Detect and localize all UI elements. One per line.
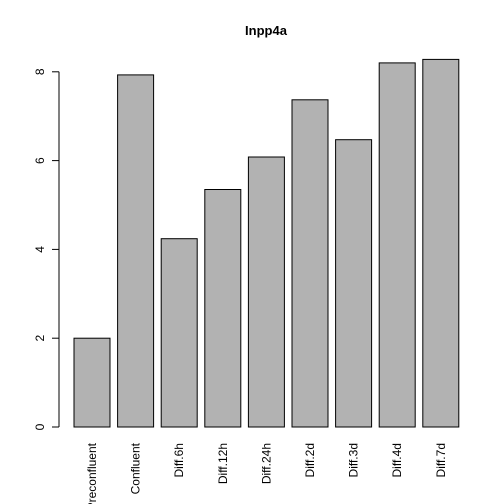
- x-tick-label: Diff.24h: [259, 443, 273, 484]
- x-axis-labels: Preconfluent Confluent Diff.6h Diff.12h Diff…: [85, 442, 448, 504]
- bars-group: [73, 58, 460, 428]
- bar-diff-3d: [335, 139, 373, 428]
- y-tick-label: 0: [33, 423, 47, 430]
- y-tick-label: 8: [33, 68, 47, 75]
- bar-diff-6h: [160, 238, 198, 428]
- bar-diff-4d: [378, 62, 416, 428]
- x-tick-label: Diff.3d: [347, 443, 361, 477]
- bar-confluent: [117, 74, 155, 428]
- x-tick-label: Diff.7d: [434, 443, 448, 477]
- x-tick-label: Confluent: [129, 442, 143, 494]
- y-tick-label: 2: [33, 335, 47, 342]
- x-tick-label: Diff.6h: [172, 443, 186, 477]
- x-tick-label: Preconfluent: [85, 442, 99, 504]
- y-axis: 0 2 4 6 8: [33, 68, 60, 430]
- chart-title: Inpp4a: [245, 23, 288, 38]
- bar-diff-24h: [247, 156, 285, 428]
- bar-diff-7d: [422, 58, 460, 428]
- y-tick-label: 4: [33, 246, 47, 253]
- x-tick-label: Diff.4d: [390, 443, 404, 477]
- bar-diff-12h: [204, 189, 242, 428]
- x-tick-label: Diff.12h: [216, 443, 230, 484]
- bar-preconfluent: [73, 337, 111, 428]
- x-tick-label: Diff.2d: [303, 443, 317, 477]
- y-tick-label: 6: [33, 157, 47, 164]
- bar-diff-2d: [291, 99, 329, 428]
